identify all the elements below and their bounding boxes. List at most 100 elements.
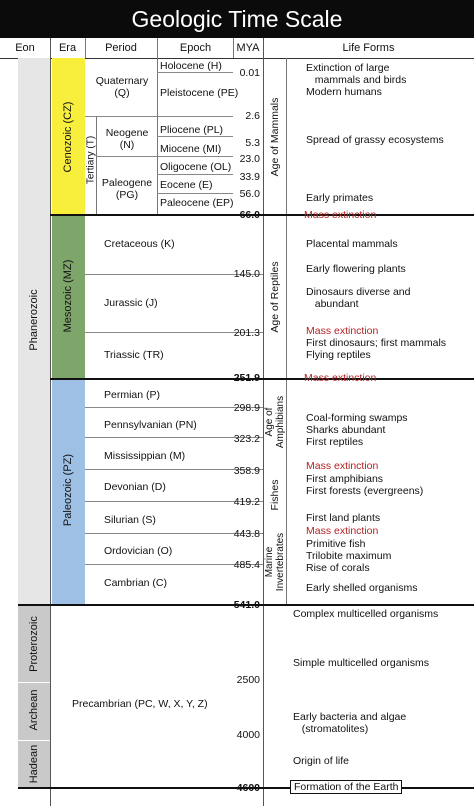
mya-541.0: 541.0 [233,599,260,611]
period-divider [85,274,263,275]
eon-precambrian-block [18,605,50,787]
epoch-paleocene: Paleocene (EP) [160,197,234,209]
period-jurassic: Jurassic (J) [104,297,158,309]
eon-boundary [18,604,474,606]
mya-2.6: 2.6 [245,110,260,122]
period-devonian: Devonian (D) [104,481,166,493]
mya-4600: 4600 [236,782,260,794]
era-paleozoic-label: Paleozoic (PZ) [62,453,74,527]
period-cambrian: Cambrian (C) [104,577,168,589]
life-form: Spread of grassy ecosystems [306,134,444,146]
eon-phanerozoic-label: Phanerozoic [28,289,40,351]
epoch-miocene: Miocene (MI) [160,143,222,155]
life-form: Placental mammals [306,238,398,250]
age-of-amphibians: Age of Amphibians [264,395,286,449]
mya-443.8: 443.8 [233,528,260,540]
age-of-reptiles: Age of Reptiles [269,261,281,333]
life-form: Simple multicelled organisms [293,657,429,669]
life-form: Primitive fish Trilobite maximum Rise of… [306,538,392,574]
epoch-oligocene: Oligocene (OL) [160,161,232,173]
epoch-divider [157,174,233,175]
mya-201.3: 201.3 [233,327,260,339]
eon-phanerozoic-block [18,58,50,605]
period-neogene: Neogene (N) [105,127,149,151]
era-boundary [50,214,474,216]
header-epoch: Epoch [179,42,212,54]
mya-4000: 4000 [236,729,260,741]
period-divider [85,437,263,438]
period-divider [85,116,233,117]
mass-extinction-label: Mass extinction [304,372,377,384]
epoch-holocene: Holocene (H) [160,60,222,72]
period-paleogene: Paleogene (PG) [101,177,153,201]
period-silurian: Silurian (S) [104,514,156,526]
age-of-mammals: Age of Mammals [269,97,281,177]
life-form: Origin of life [293,755,350,767]
period-divider [85,407,263,408]
eon-divider [18,740,50,741]
header-eon: Eon [15,42,35,54]
mya-0.01: 0.01 [239,67,260,79]
tertiary-divider [96,116,97,214]
life-form: Dinosaurs diverse and abundant [306,286,411,310]
chart-title: Geologic Time Scale [0,0,474,38]
period-cretaceous: Cretaceous (K) [104,238,175,250]
period-precambrian: Precambrian (PC, W, X, Y, Z) [72,698,208,710]
column-divider [85,38,86,58]
mya-485.4: 485.4 [233,559,260,571]
mya-298.9: 298.9 [233,402,260,414]
eon-archean-label: Archean [28,689,40,731]
era-mesozoic-label: Mesozoic (MZ) [62,259,74,333]
header-era: Era [58,42,77,54]
period-divider [85,564,263,565]
life-form: Early bacteria and algae (stromatolites) [293,711,407,735]
period-tertiary: Tertiary (T) [85,135,97,185]
life-form: First land plants [306,512,381,524]
life-form: Extinction of large mammals and birds Mo… [306,62,407,98]
header-divider [0,58,474,59]
era-cenozoic-block [52,58,85,214]
period-permian: Permian (P) [104,389,161,401]
mya-23.0: 23.0 [239,153,260,165]
age-fishes: Fishes [269,479,281,511]
life-form: Early primates [306,192,374,204]
mya-251.9: 251.9 [233,372,260,384]
column-divider [233,38,234,58]
life-form: Complex multicelled organisms [293,608,439,620]
life-form: Coal-forming swamps Sharks abundant Firs… [306,412,408,448]
mass-extinction-label: Mass extinction [306,460,379,472]
header-mya: MYA [236,42,260,54]
mya-33.9: 33.9 [239,171,260,183]
mya-56.0: 56.0 [239,188,260,200]
mass-extinction-label: Mass extinction [306,325,379,337]
bottom-boundary [18,787,474,789]
life-form: First dinosaurs; first mammals Flying re… [306,337,447,361]
epoch-divider [157,72,233,73]
eon-divider [18,682,50,683]
column-divider [157,38,158,214]
era-boundary [50,378,474,380]
period-divider [85,332,263,333]
mass-extinction-label: Mass extinction [304,209,377,221]
life-form: Early shelled organisms [306,582,418,594]
mya-5.3: 5.3 [245,137,260,149]
epoch-pliocene: Pliocene (PL) [160,124,224,136]
header-life-forms: Life Forms [342,42,395,54]
life-form: First amphibians First forests (evergree… [306,473,424,497]
mass-extinction-label: Mass extinction [306,525,379,537]
epoch-eocene: Eocene (E) [160,179,213,191]
era-mesozoic-block [52,216,85,378]
epoch-divider [157,136,233,137]
life-form: Early flowering plants [306,263,406,275]
mya-2500: 2500 [236,674,260,686]
period-quaternary: Quaternary (Q) [95,75,149,99]
eon-proterozoic-label: Proterozoic [28,616,40,672]
column-divider [50,38,51,806]
period-divider [85,469,263,470]
era-cenozoic-label: Cenozoic (CZ) [62,101,74,173]
mya-419.2: 419.2 [233,496,260,508]
period-mississippian: Mississippian (M) [104,450,186,462]
column-divider [263,38,264,806]
epoch-divider [157,193,233,194]
period-triassic: Triassic (TR) [104,349,164,361]
